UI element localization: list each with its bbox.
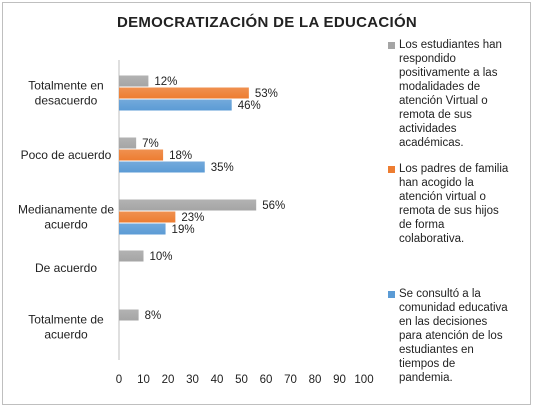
legend-label: Se consultó a la comunidad educativa en la… bbox=[399, 288, 508, 384]
legend-item: Los padres de familia han acogido la atenc… bbox=[388, 162, 528, 246]
category-label: acuerdo bbox=[44, 328, 88, 342]
x-tick-label: 0 bbox=[116, 374, 122, 386]
data-label: 7% bbox=[142, 138, 159, 150]
chart-title: DEMOCRATIZACIÓN DE LA EDUCACIÓN bbox=[116, 14, 418, 31]
bar bbox=[119, 161, 205, 173]
bar bbox=[119, 99, 232, 111]
legend-swatch bbox=[388, 42, 395, 49]
legend-swatch bbox=[388, 291, 395, 298]
category-label: Totalmente en bbox=[28, 79, 103, 93]
data-label: 53% bbox=[255, 88, 278, 100]
legend-item: Se consultó a la comunidad educativa en la… bbox=[388, 287, 528, 385]
bar bbox=[119, 149, 164, 161]
bar bbox=[119, 137, 137, 149]
data-label: 12% bbox=[154, 76, 177, 88]
x-tick-label: 100 bbox=[354, 374, 373, 386]
bar bbox=[119, 250, 144, 262]
bar bbox=[119, 75, 149, 87]
category-label: acuerdo bbox=[44, 218, 88, 232]
data-label: 46% bbox=[238, 100, 261, 112]
data-label: 35% bbox=[211, 162, 234, 174]
category-label: Totalmente de bbox=[28, 313, 104, 327]
x-tick-label: 90 bbox=[333, 374, 346, 386]
legend-label: Los padres de familia han acogido la atenc… bbox=[399, 163, 509, 245]
chart-frame bbox=[2, 2, 531, 405]
x-tick-label: 10 bbox=[137, 374, 150, 386]
category-label: desacuerdo bbox=[35, 94, 98, 108]
data-label: 56% bbox=[262, 200, 285, 212]
data-label: 10% bbox=[150, 251, 173, 263]
legend-label: Los estudiantes han respondido positivamen… bbox=[399, 39, 502, 149]
category-label: De acuerdo bbox=[35, 261, 97, 275]
x-tick-label: 60 bbox=[260, 374, 273, 386]
x-tick-label: 30 bbox=[186, 374, 199, 386]
category-label: Poco de acuerdo bbox=[21, 148, 112, 162]
bar bbox=[119, 309, 139, 321]
data-label: 8% bbox=[145, 310, 162, 322]
bar bbox=[119, 87, 249, 99]
data-label: 23% bbox=[181, 212, 204, 224]
data-label: 19% bbox=[172, 224, 195, 236]
bar bbox=[119, 199, 257, 211]
data-label: 18% bbox=[169, 150, 192, 162]
x-tick-label: 70 bbox=[284, 374, 297, 386]
bar bbox=[119, 211, 176, 223]
x-tick-label: 40 bbox=[211, 374, 224, 386]
bar bbox=[119, 223, 166, 235]
x-tick-label: 80 bbox=[309, 374, 322, 386]
legend-item: Los estudiantes han respondido positivamen… bbox=[388, 38, 528, 150]
x-tick-label: 20 bbox=[162, 374, 175, 386]
legend-swatch bbox=[388, 166, 395, 173]
x-tick-label: 50 bbox=[235, 374, 248, 386]
category-label: Medianamente de bbox=[18, 203, 114, 217]
